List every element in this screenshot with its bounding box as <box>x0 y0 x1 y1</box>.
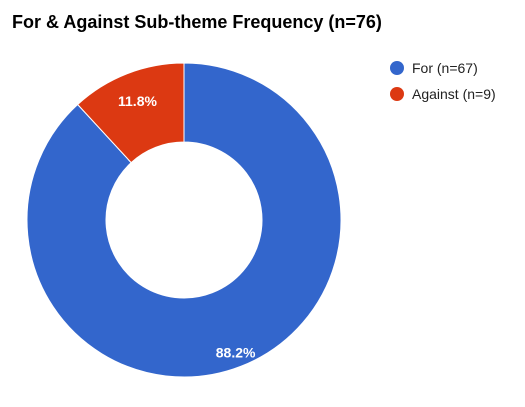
legend-label-for: For (n=67) <box>412 60 478 76</box>
slice-for[interactable] <box>26 62 342 378</box>
slice-label-for: 88.2% <box>216 344 256 360</box>
legend: For (n=67) Against (n=9) <box>390 57 496 109</box>
donut-slices <box>26 62 342 378</box>
chart-title: For & Against Sub-theme Frequency (n=76) <box>12 12 382 32</box>
legend-item-for[interactable]: For (n=67) <box>390 57 496 79</box>
legend-label-against: Against (n=9) <box>412 86 496 102</box>
legend-swatch-against <box>390 87 404 101</box>
legend-swatch-for <box>390 61 404 75</box>
slice-against[interactable] <box>76 62 185 164</box>
legend-item-against[interactable]: Against (n=9) <box>390 83 496 105</box>
slice-label-against: 11.8% <box>118 93 157 109</box>
slice-labels: 88.2% 11.8% <box>118 93 256 361</box>
